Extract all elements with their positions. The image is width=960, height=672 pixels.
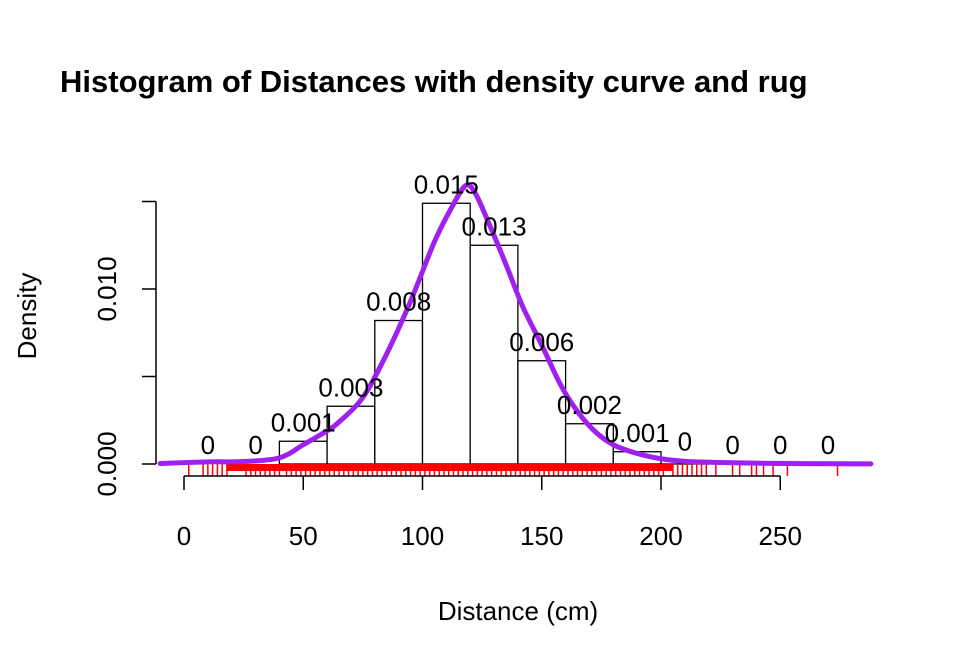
bar-value-label: 0: [201, 430, 215, 460]
x-tick-label: 200: [639, 521, 682, 551]
histogram-bar: [374, 319, 424, 465]
rug-band: [226, 464, 673, 471]
bar-value-label: 0.003: [318, 372, 383, 402]
x-tick-label: 0: [177, 521, 191, 551]
y-axis: 0.000 0.010: [92, 200, 157, 497]
rug-layer: [188, 464, 839, 476]
bars-layer: [278, 202, 710, 465]
bar-value-label: 0: [678, 427, 692, 457]
chart-title: Histogram of Distances with density curv…: [60, 64, 808, 99]
x-tick-label: 250: [759, 521, 802, 551]
histogram-bar: [326, 405, 376, 465]
y-tick-label: 0.010: [92, 256, 122, 321]
x-axis: 0 50 100 150 200 250: [177, 475, 802, 551]
bar-value-label: 0.013: [462, 211, 527, 241]
x-tick-label: 150: [520, 521, 563, 551]
bar-value-label: 0.008: [366, 287, 431, 317]
bar-value-label: 0.002: [557, 390, 622, 420]
bar-value-label: 0.015: [414, 169, 479, 199]
y-axis-label: Density: [12, 273, 42, 360]
bar-value-label: 0: [725, 430, 739, 460]
y-tick-label: 0.000: [92, 431, 122, 496]
x-tick-label: 50: [289, 521, 318, 551]
bar-value-label: 0.001: [605, 418, 670, 448]
bar-value-label: 0.001: [271, 407, 336, 437]
x-axis-label: Distance (cm): [438, 596, 598, 626]
bar-value-label: 0: [821, 430, 835, 460]
histogram-bar: [421, 202, 471, 465]
density-curve: [157, 182, 874, 467]
bar-value-label: 0: [773, 430, 787, 460]
density-curve-layer: [157, 182, 874, 467]
bar-labels-layer: 0 00.0010.0030.0080.0150.0130.0060.0020.0…: [201, 169, 836, 460]
bar-value-label: 0.006: [509, 327, 574, 357]
bar-value-label: 0: [248, 430, 262, 460]
x-tick-label: 100: [401, 521, 444, 551]
